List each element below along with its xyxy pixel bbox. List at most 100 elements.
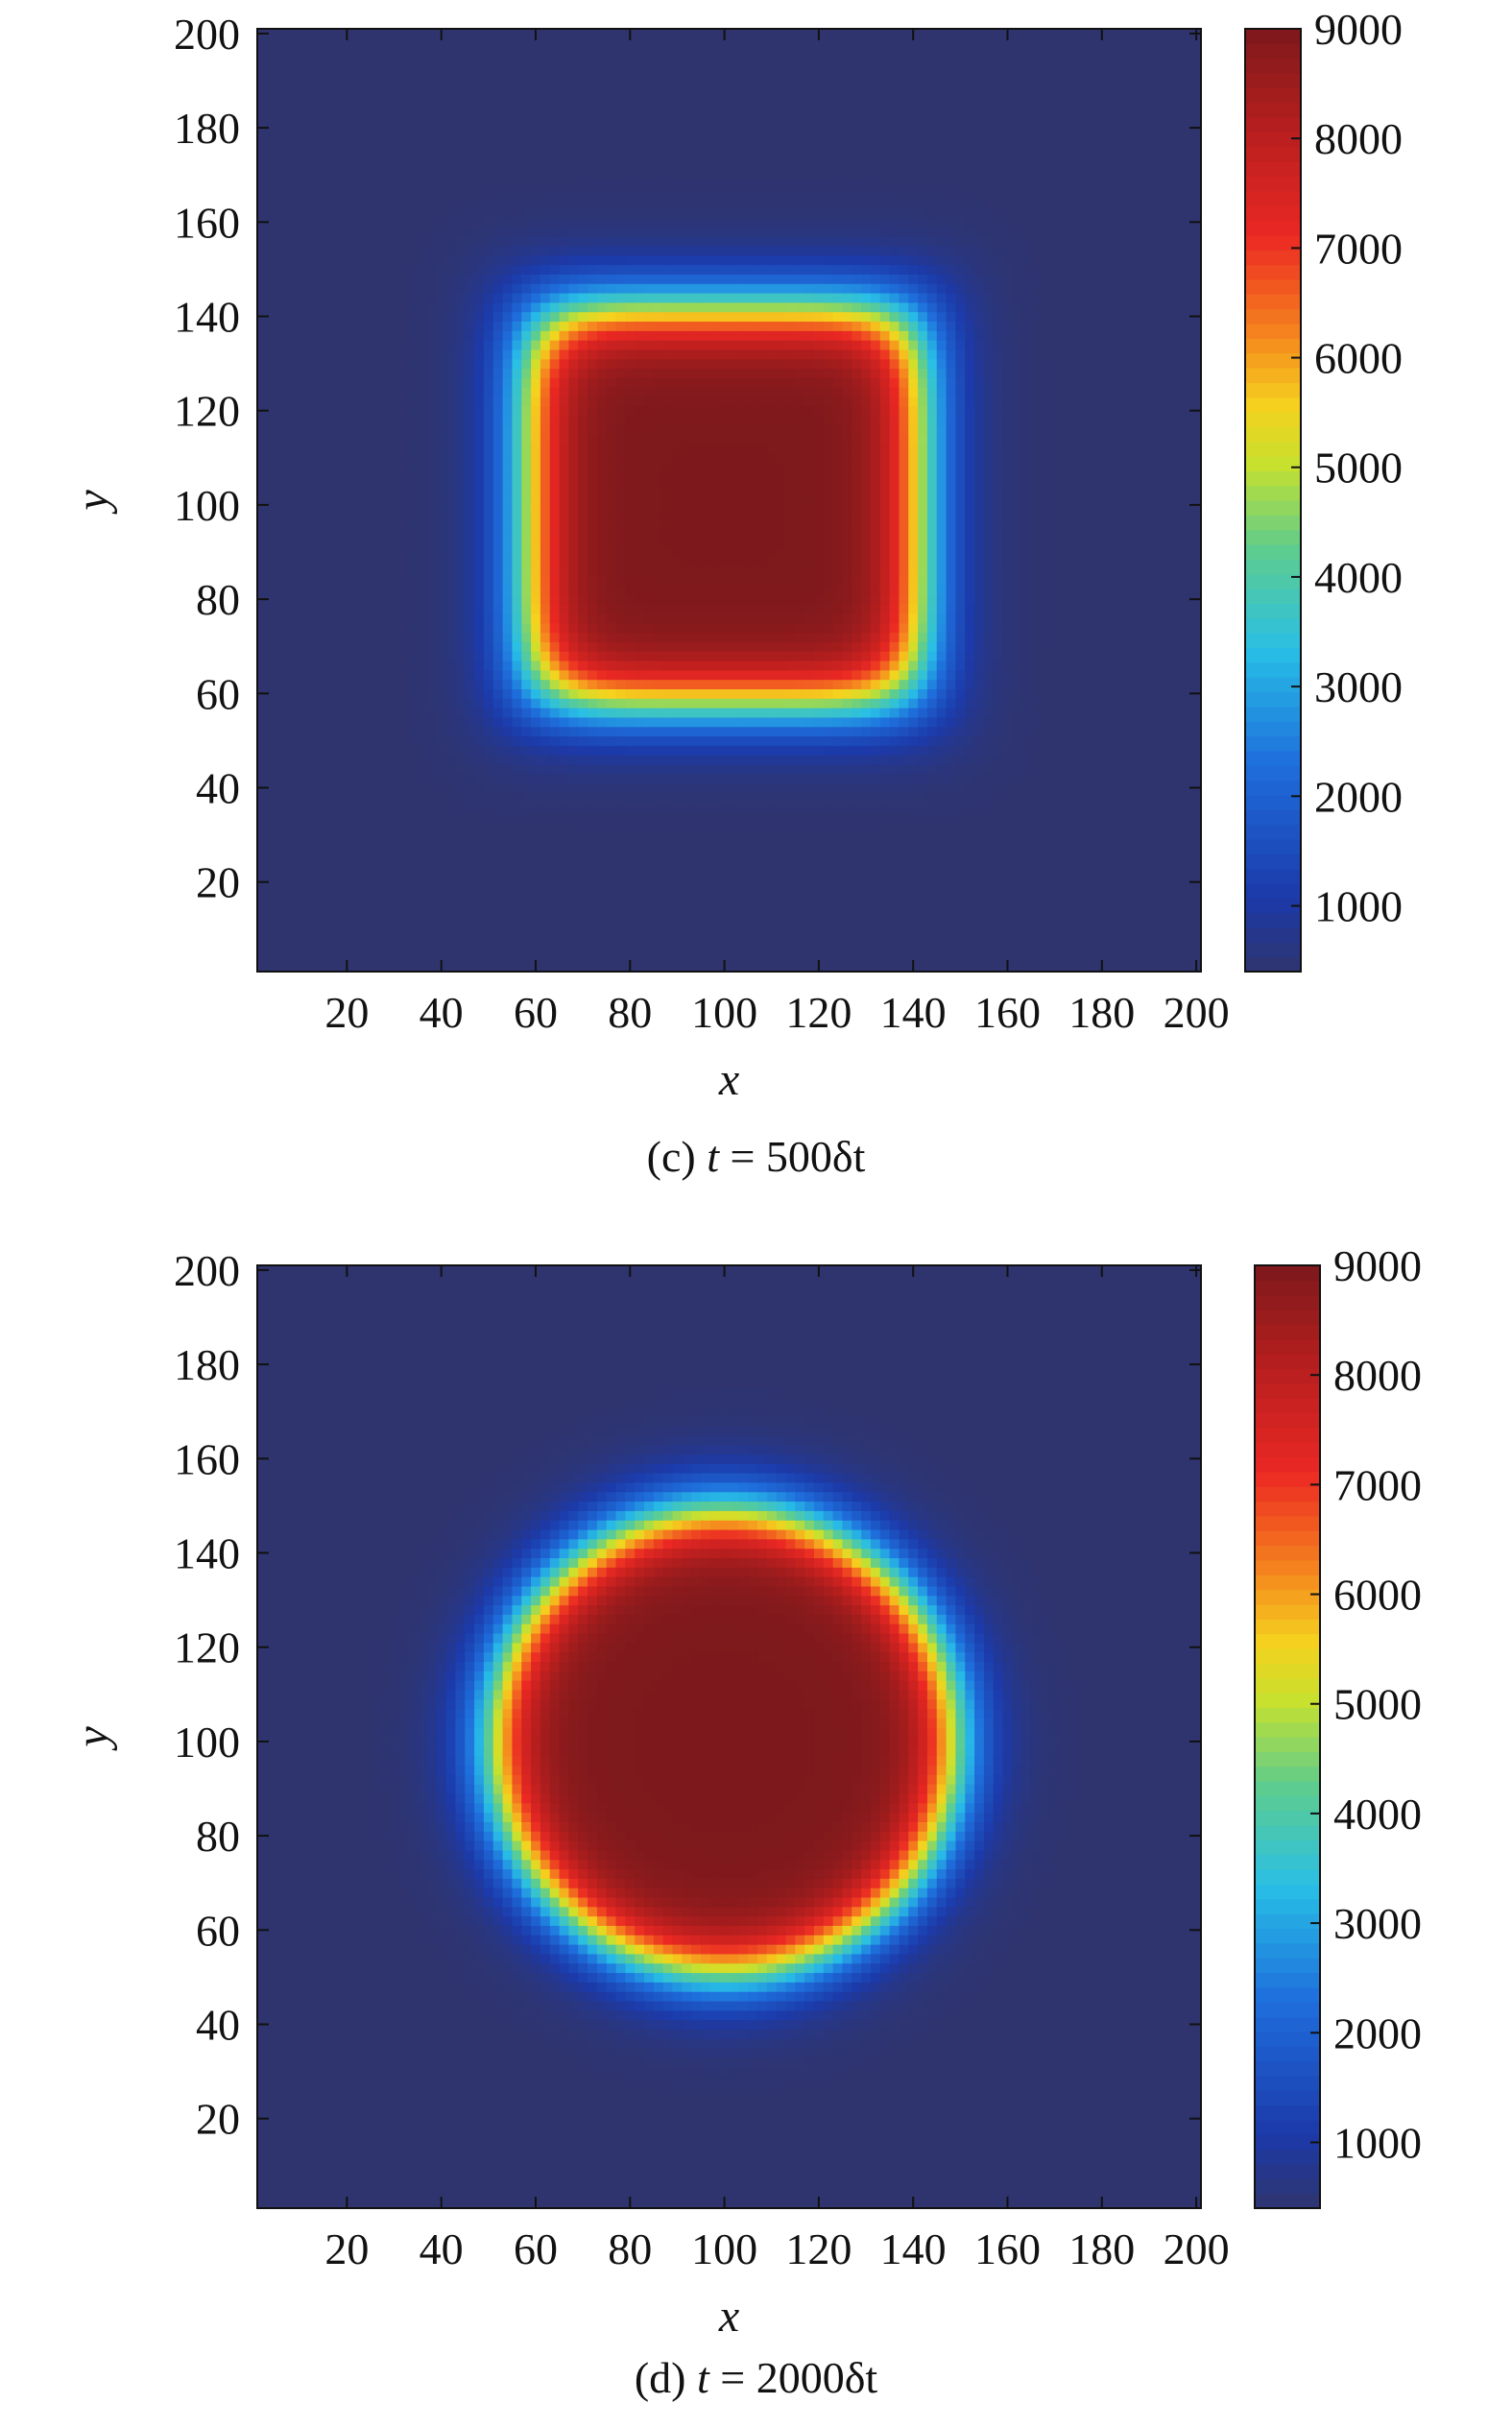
heatmap-cell — [625, 952, 636, 963]
heatmap-cell — [276, 500, 287, 511]
heatmap-cell — [682, 358, 692, 370]
heatmap-cell — [653, 820, 664, 831]
heatmap-cell — [701, 547, 711, 558]
heatmap-cell — [426, 188, 438, 200]
heatmap-cell — [342, 547, 352, 558]
heatmap-cell — [342, 924, 352, 935]
heatmap-cell — [474, 698, 485, 709]
heatmap-cell — [502, 792, 514, 803]
heatmap-cell — [672, 585, 683, 595]
heatmap-cell — [521, 500, 532, 511]
heatmap-cell — [342, 716, 352, 728]
heatmap-cell — [502, 915, 514, 926]
heatmap-cell — [540, 726, 551, 737]
heatmap-cell — [709, 933, 721, 945]
heatmap-cell — [455, 802, 466, 812]
heatmap-cell — [531, 132, 541, 143]
heatmap-cell — [615, 377, 626, 388]
heatmap-cell — [682, 321, 692, 331]
heatmap-cell — [276, 528, 287, 539]
heatmap-cell — [445, 867, 457, 878]
heatmap-cell — [512, 283, 522, 294]
heatmap-cell — [512, 708, 522, 718]
heatmap-cell — [606, 301, 617, 313]
heatmap-cell — [615, 415, 626, 426]
heatmap-cell — [455, 839, 466, 850]
heatmap-cell — [672, 896, 683, 906]
heatmap-cell — [559, 952, 569, 963]
heatmap-cell — [361, 340, 372, 350]
heatmap-cell — [313, 340, 324, 350]
heatmap-cell — [559, 311, 569, 323]
heatmap-cell — [418, 820, 428, 831]
heatmap-cell — [492, 688, 504, 699]
heatmap-cell — [426, 434, 438, 445]
heatmap-cell — [709, 745, 721, 756]
heatmap-cell — [266, 151, 277, 162]
heatmap-cell — [502, 471, 514, 482]
heatmap-cell — [512, 113, 522, 124]
heatmap-cell — [323, 547, 334, 558]
heatmap-cell — [578, 604, 588, 614]
heatmap-cell — [606, 886, 617, 898]
heatmap-cell — [596, 849, 608, 859]
heatmap-cell — [672, 471, 683, 482]
heatmap-cell — [361, 651, 372, 661]
heatmap-cell — [370, 962, 381, 973]
heatmap-cell — [361, 491, 372, 501]
heatmap-cell — [483, 943, 494, 953]
heatmap-cell — [521, 264, 532, 275]
heatmap-cell — [615, 604, 626, 614]
heatmap-cell — [426, 547, 438, 558]
heatmap-cell — [691, 368, 702, 378]
heatmap-cell — [559, 924, 569, 935]
heatmap-cell — [588, 716, 598, 728]
heatmap-cell — [531, 415, 541, 426]
heatmap-cell — [719, 368, 731, 378]
heatmap-cell — [701, 396, 711, 407]
heatmap-cell — [361, 132, 372, 143]
heatmap-cell — [323, 170, 334, 180]
heatmap-cell — [266, 641, 277, 652]
heatmap-cell — [568, 132, 579, 143]
heatmap-cell — [682, 763, 692, 775]
heatmap-cell — [625, 491, 636, 501]
heatmap-cell — [276, 867, 287, 878]
heatmap-cell — [304, 245, 315, 256]
heatmap-cell — [588, 491, 598, 501]
heatmap-cell — [691, 594, 702, 605]
heatmap-cell — [521, 358, 532, 370]
heatmap-cell — [342, 585, 352, 595]
heatmap-cell — [701, 622, 711, 634]
heatmap-cell — [342, 763, 352, 775]
heatmap-cell — [455, 849, 466, 859]
heatmap-cell — [549, 274, 561, 284]
heatmap-cell — [445, 471, 457, 482]
heatmap-cell — [578, 396, 588, 407]
heatmap-cell — [361, 802, 372, 812]
heatmap-cell — [398, 943, 409, 953]
heatmap-cell — [719, 933, 731, 945]
heatmap-cell — [568, 387, 579, 397]
heatmap-cell — [521, 104, 532, 114]
heatmap-cell — [445, 180, 457, 190]
heatmap-cell — [351, 745, 362, 756]
heatmap-cell — [606, 660, 617, 671]
heatmap-cell — [709, 915, 721, 926]
heatmap-cell — [285, 37, 296, 49]
heatmap-cell — [426, 849, 438, 859]
heatmap-cell — [635, 547, 645, 558]
heatmap-cell — [644, 415, 655, 426]
heatmap-cell — [342, 254, 352, 266]
heatmap-cell — [445, 113, 457, 124]
heatmap-cell — [465, 207, 475, 218]
heatmap-cell — [531, 877, 541, 888]
heatmap-cell — [521, 424, 532, 435]
heatmap-cell — [426, 773, 438, 784]
heatmap-cell — [662, 113, 674, 124]
heatmap-cell — [266, 387, 277, 397]
heatmap-cell — [398, 254, 409, 266]
heatmap-cell — [379, 217, 391, 228]
heatmap-cell — [351, 462, 362, 473]
heatmap-cell — [351, 575, 362, 586]
